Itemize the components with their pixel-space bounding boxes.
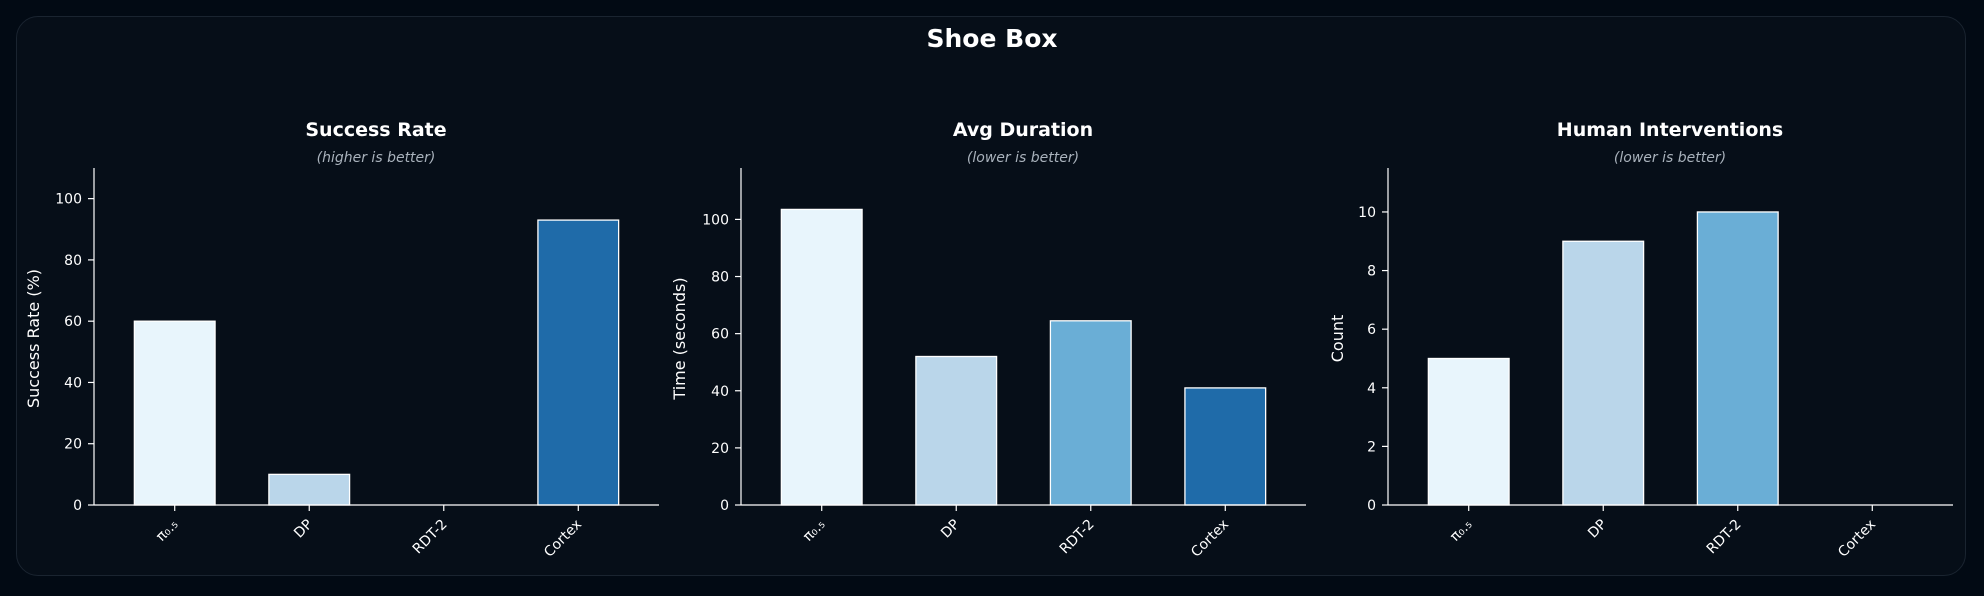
x-tick-label: π₀.₅ — [153, 517, 181, 545]
plot-area: 0 2 4 6 8 10 π₀.₅ DP RDT-2 Cortex Count — [1328, 168, 1953, 561]
y-tick-label: 20 — [64, 437, 82, 453]
x-tick-label: DP — [1585, 517, 1610, 542]
bar-rdt-2 — [1696, 211, 1779, 506]
chart-title: Success Rate — [305, 119, 446, 141]
x-tick-label: DP — [938, 517, 963, 542]
bar-dp — [268, 473, 351, 506]
figure-title: Shoe Box — [926, 24, 1058, 53]
y-tick-label: 100 — [55, 192, 82, 208]
y-tick-label: 80 — [711, 270, 729, 286]
chart-success-rate: Success Rate (higher is better) 0 20 40 60 8… — [24, 119, 659, 561]
chart-subtitle: (higher is better) — [317, 150, 436, 166]
y-tick-label: 2 — [1367, 439, 1376, 455]
y-tick-label: 40 — [64, 375, 82, 391]
y-tick-label: 80 — [64, 253, 82, 269]
bar-dp — [915, 355, 998, 506]
bar-- — [780, 208, 863, 506]
chart-subtitle: (lower is better) — [1614, 150, 1726, 166]
x-tick-label: DP — [291, 517, 316, 542]
chart-title: Human Interventions — [1557, 119, 1783, 141]
y-tick-label: 0 — [1367, 498, 1376, 514]
y-tick-label: 60 — [711, 327, 729, 343]
chart-title: Avg Duration — [953, 119, 1093, 141]
y-axis-label: Success Rate (%) — [24, 269, 43, 408]
y-axis-label: Count — [1328, 315, 1347, 363]
x-tick-label: π₀.₅ — [800, 517, 828, 545]
bar-- — [133, 320, 216, 506]
x-tick-label: Cortex — [1835, 517, 1879, 561]
chart-subtitle: (lower is better) — [967, 150, 1079, 166]
bar-cortex — [1184, 387, 1267, 506]
y-tick-label: 6 — [1367, 322, 1376, 338]
x-tick-label: π₀.₅ — [1447, 517, 1475, 545]
y-tick-label: 10 — [1358, 205, 1376, 221]
y-tick-label: 8 — [1367, 264, 1376, 280]
y-tick-label: 0 — [720, 498, 729, 514]
y-tick-label: 40 — [711, 384, 729, 400]
y-tick-label: 4 — [1367, 381, 1376, 397]
bar-dp — [1562, 240, 1645, 506]
x-tick-label: RDT-2 — [410, 517, 451, 558]
y-tick-label: 100 — [702, 212, 729, 228]
bar-cortex — [537, 219, 620, 506]
chart-human-interventions: Human Interventions (lower is better) 0 2… — [1328, 119, 1953, 561]
bar-rdt-2 — [1049, 320, 1132, 506]
plot-area: 0 20 40 60 80 100 π₀.₅ DP RDT-2 Cortex Time (secon… — [670, 168, 1306, 561]
x-tick-label: Cortex — [1188, 517, 1232, 561]
chart-avg-duration: Avg Duration (lower is better) 0 20 40 60 80… — [670, 119, 1306, 561]
x-tick-label: RDT-2 — [1057, 517, 1098, 558]
y-axis-label: Time (seconds) — [670, 277, 689, 400]
y-tick-label: 20 — [711, 441, 729, 457]
x-tick-label: RDT-2 — [1704, 517, 1745, 558]
x-tick-label: Cortex — [541, 517, 585, 561]
y-tick-label: 60 — [64, 314, 82, 330]
y-tick-label: 0 — [73, 498, 82, 514]
bar-- — [1427, 357, 1510, 506]
plot-area: 0 20 40 60 80 100 π₀.₅ DP RDT-2 Cortex Success Rat… — [24, 168, 659, 561]
